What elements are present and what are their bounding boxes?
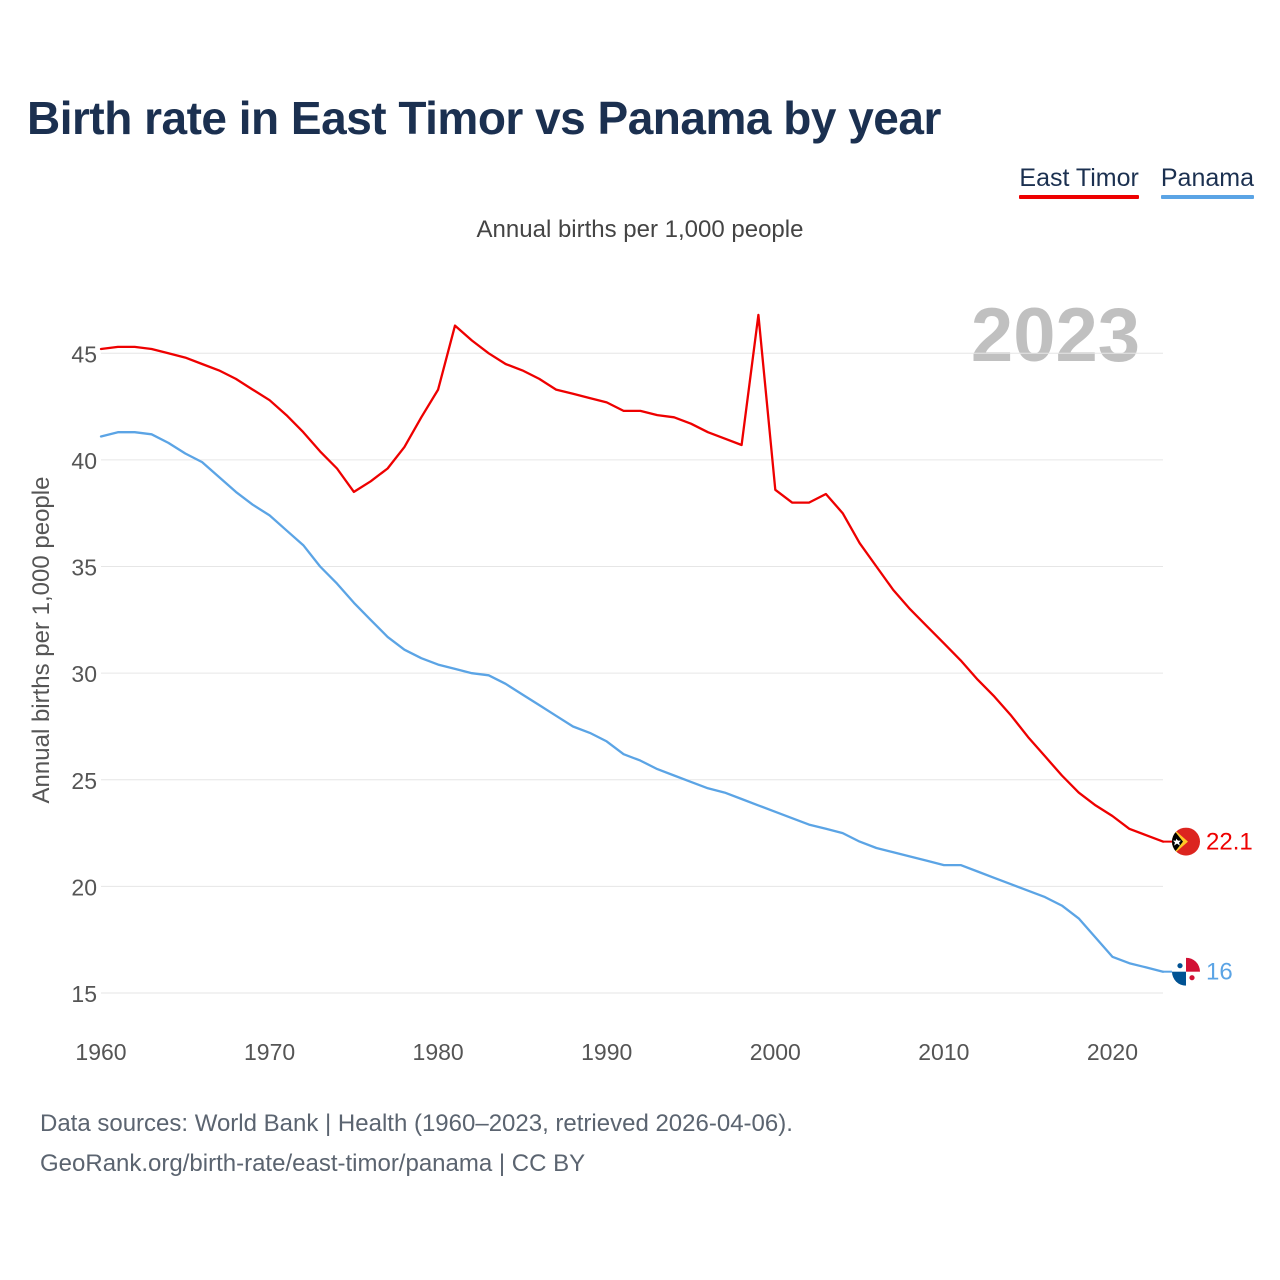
x-tick-label-1990: 1990 — [581, 1039, 632, 1065]
series-line-panama — [99, 431, 1165, 973]
x-tick-label-2010: 2010 — [918, 1039, 969, 1065]
source-url-text: GeoRank.org/birth-rate/east-timor/panama… — [40, 1150, 586, 1177]
legend-label-east-timor: East Timor — [1019, 164, 1139, 192]
y-tick-label-25: 25 — [71, 768, 97, 794]
y-tick-label-30: 30 — [71, 661, 97, 687]
y-tick-label-20: 20 — [71, 874, 97, 900]
y-tick-label-15: 15 — [71, 981, 97, 1007]
x-tick-label-2020: 2020 — [1087, 1039, 1138, 1065]
x-tick-label-2000: 2000 — [750, 1039, 801, 1065]
end-value-label-panama: 16 — [1206, 959, 1233, 986]
end-value-label-east-timor: 22.1 — [1206, 829, 1253, 856]
x-tick-label-1960: 1960 — [75, 1039, 126, 1065]
series-line-east-timor — [99, 313, 1165, 843]
legend: East Timor Panama — [1019, 164, 1254, 199]
chart-subtitle: Annual births per 1,000 people — [476, 216, 804, 243]
east-timor-flag-icon — [1172, 827, 1200, 856]
legend-label-panama: Panama — [1160, 164, 1254, 192]
x-tick-label-1970: 1970 — [244, 1039, 295, 1065]
x-tick-label-1980: 1980 — [413, 1039, 464, 1065]
panama-flag-icon — [1172, 957, 1200, 986]
legend-item-east-timor[interactable]: East Timor — [1019, 164, 1139, 199]
legend-item-panama[interactable]: Panama — [1160, 164, 1254, 199]
y-tick-label-35: 35 — [71, 555, 97, 581]
data-source-text: Data sources: World Bank | Health (1960–… — [40, 1110, 793, 1137]
y-tick-label-40: 40 — [71, 448, 97, 474]
legend-swatch-panama — [1160, 195, 1254, 199]
y-tick-label-45: 45 — [71, 341, 97, 367]
chart-title: Birth rate in East Timor vs Panama by ye… — [27, 92, 941, 144]
legend-swatch-east-timor — [1019, 195, 1139, 199]
footer: Data sources: World Bank | Health (1960–… — [40, 1104, 793, 1184]
current-year-label: 2023 — [970, 293, 1140, 378]
